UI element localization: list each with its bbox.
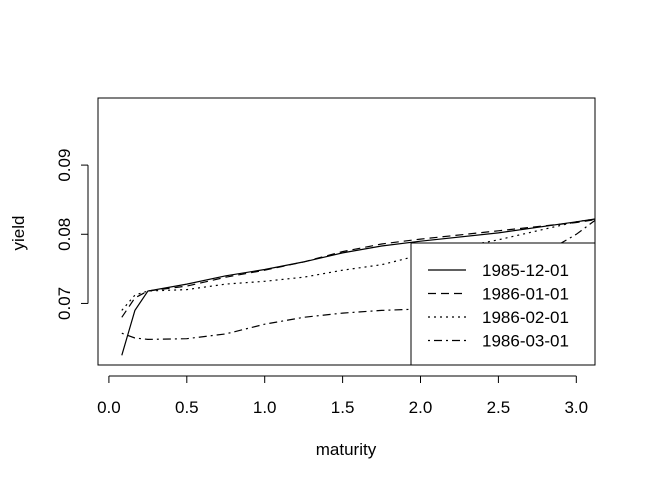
- x-tick-label: 2.0: [409, 398, 433, 417]
- legend-label-3: 1986-02-01: [482, 308, 569, 327]
- legend-label-4: 1986-03-01: [482, 332, 569, 351]
- legend-label-2: 1986-01-01: [482, 285, 569, 304]
- legend-label-1: 1985-12-01: [482, 261, 569, 280]
- x-tick-label: 3.0: [564, 398, 588, 417]
- x-tick-label: 1.5: [331, 398, 355, 417]
- axes: 0.0 0.5 1.0 1.5 2.0 2.5 3.0 0.07 0.08 0.09: [55, 97, 596, 417]
- y-tick-label: 0.08: [55, 218, 74, 251]
- plot-frame: [97, 97, 596, 366]
- legend: 1985-12-01 1986-01-01 1986-02-01 1986-03-01: [410, 242, 596, 366]
- x-tick-label: 0.5: [175, 398, 199, 417]
- legend-box: [410, 242, 596, 366]
- x-tick-label: 0.0: [97, 398, 121, 417]
- y-tick-label: 0.09: [55, 149, 74, 182]
- x-axis-label: maturity: [316, 440, 377, 459]
- y-axis-label: yield: [9, 216, 28, 251]
- x-tick-label: 1.0: [253, 398, 277, 417]
- series-line-2: [121, 219, 595, 318]
- y-tick-label: 0.07: [55, 287, 74, 320]
- x-tick-label: 2.5: [487, 398, 511, 417]
